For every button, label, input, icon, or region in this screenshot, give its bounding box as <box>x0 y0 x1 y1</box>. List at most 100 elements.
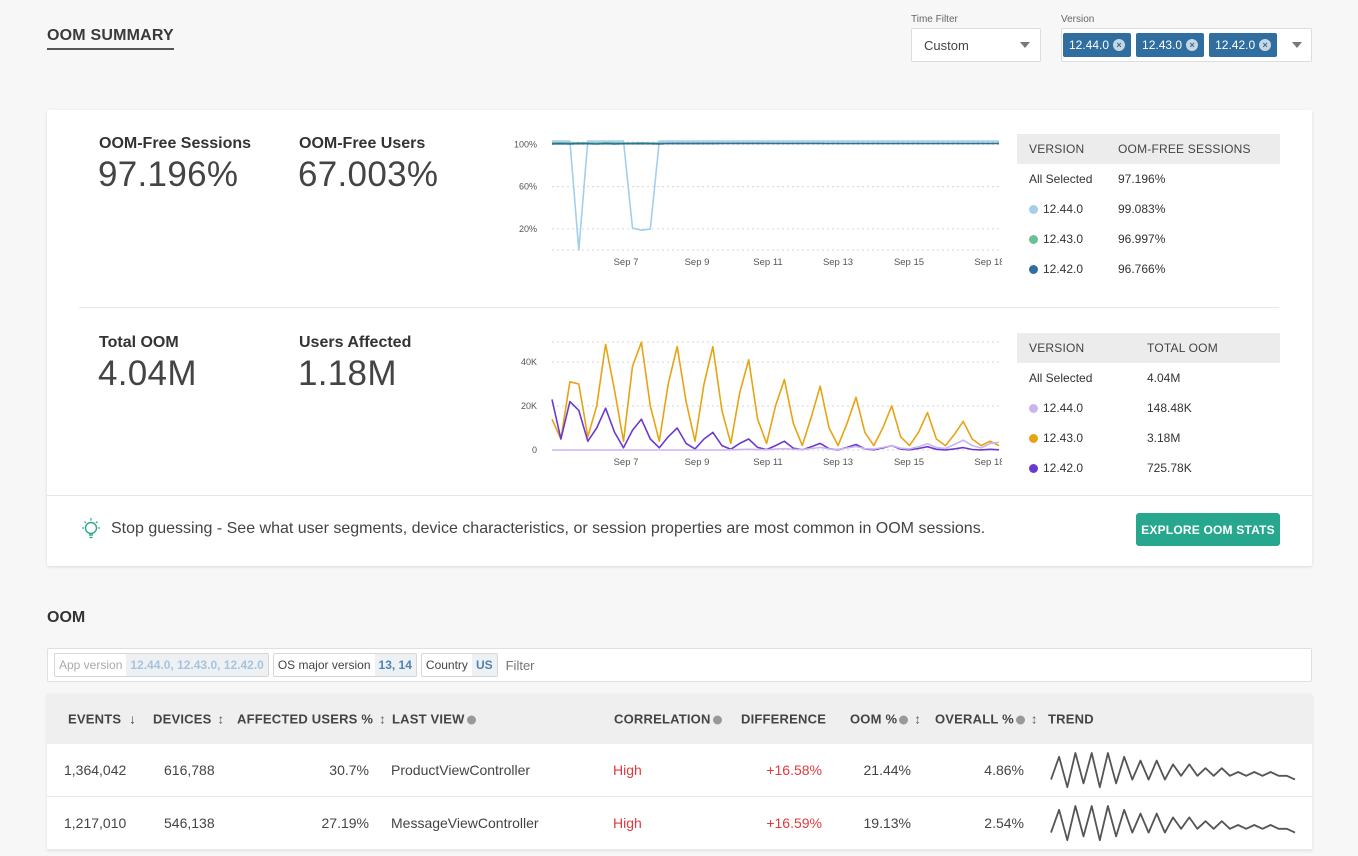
col-correlation-label: CORRELATION <box>614 711 711 727</box>
col-last-view-label: LAST VIEW <box>392 711 465 727</box>
oom-free-users-value: 67.003% <box>298 155 439 194</box>
series-line-12.44.0 <box>552 439 1000 451</box>
version-chip[interactable]: 12.42.0 × <box>1209 33 1278 57</box>
trend-line <box>1050 752 1296 789</box>
version-cell: 12.43.0 <box>1017 232 1118 246</box>
oom-section-title: OOM <box>47 609 86 626</box>
info-icon[interactable] <box>466 715 476 725</box>
filter-input[interactable] <box>505 657 706 673</box>
cell-last-view: ProductViewController <box>391 762 531 778</box>
col-difference[interactable]: DIFFERENCE <box>741 712 826 727</box>
col-last-view[interactable]: LAST VIEW <box>392 712 476 727</box>
filter-value: 13, 14 <box>374 654 416 676</box>
col-trend-label: TREND <box>1048 711 1094 727</box>
cell-devices: 616,788 <box>164 762 215 778</box>
remove-icon[interactable]: × <box>1113 39 1126 51</box>
version-value: 725.78K <box>1147 461 1192 475</box>
series-line-12.43.0 <box>551 341 1000 447</box>
version-row: 12.42.0 725.78K <box>1017 453 1280 483</box>
cell-difference: +16.58% <box>766 762 822 778</box>
cell-correlation: High <box>613 762 642 778</box>
info-icon[interactable] <box>899 715 909 725</box>
col-affected-users[interactable]: AFFECTED USERS % ↕ <box>237 712 386 727</box>
oom-free-sessions-label: OOM-Free Sessions <box>99 135 252 152</box>
series-dot-icon <box>1029 204 1038 214</box>
version-cell: 12.42.0 <box>1017 461 1147 475</box>
filter-token[interactable]: OS major version 13, 14 <box>272 653 417 677</box>
explore-oom-stats-button[interactable]: EXPLORE OOM STATS <box>1136 513 1280 546</box>
col-events[interactable]: EVENTS ↓ <box>68 712 136 727</box>
version-name: 12.43.0 <box>1043 431 1084 445</box>
series-dot-icon <box>1029 403 1038 413</box>
version-chips: 12.44.0 × 12.43.0 × 12.42.0 × <box>1063 33 1292 57</box>
col-events-label: EVENTS <box>68 711 122 727</box>
version-chip[interactable]: 12.43.0 × <box>1136 33 1205 57</box>
table-row[interactable]: 1,364,042 616,788 30.7% ProductViewControll… <box>47 744 1312 797</box>
col-oom-pct[interactable]: OOM % ↕ <box>850 712 921 727</box>
divider <box>47 495 1312 496</box>
info-icon[interactable] <box>712 715 722 725</box>
cell-oom-pct: 21.44% <box>863 762 911 778</box>
col-correlation[interactable]: CORRELATION <box>614 712 722 727</box>
version-select[interactable]: 12.44.0 × 12.43.0 × 12.42.0 × <box>1061 28 1312 62</box>
column-header: VERSION <box>1029 142 1085 156</box>
cell-difference: +16.59% <box>766 815 822 831</box>
col-devices[interactable]: DEVICES ↕ <box>153 712 224 727</box>
filter-token[interactable]: App version 12.44.0, 12.43.0, 12.42.0 <box>54 653 269 677</box>
version-value: 96.997% <box>1118 232 1166 246</box>
filter-key: OS major version <box>277 658 371 672</box>
version-row: 12.43.0 96.997% <box>1017 224 1280 254</box>
y-tick-label: 60% <box>519 182 537 192</box>
info-icon[interactable] <box>1015 715 1025 725</box>
chevron-down-icon[interactable] <box>1292 42 1302 48</box>
users-affected-label: Users Affected <box>299 334 412 351</box>
sessions-table-header: VERSION OOM-FREE SESSIONS <box>1017 134 1280 164</box>
x-tick-label: Sep 11 <box>753 457 782 468</box>
x-tick-label: Sep 15 <box>894 457 924 468</box>
cell-overall-pct: 4.86% <box>984 762 1024 778</box>
x-tick-label: Sep 13 <box>823 257 853 268</box>
version-chip-label: 12.42.0 <box>1215 38 1256 52</box>
oom-free-sessions-value: 97.196% <box>98 155 239 194</box>
column-header: VERSION <box>1029 341 1085 355</box>
remove-icon[interactable]: × <box>1186 39 1199 51</box>
version-row: 12.44.0 148.48K <box>1017 393 1280 423</box>
col-overall-pct[interactable]: OVERALL % ↕ <box>935 712 1038 727</box>
col-devices-label: DEVICES <box>153 711 212 727</box>
sort-icon: ↕ <box>1030 711 1038 727</box>
version-row: 12.42.0 96.766% <box>1017 254 1280 284</box>
time-filter-select[interactable]: Custom <box>911 28 1041 62</box>
sessions-version-table: VERSION OOM-FREE SESSIONS All Selected 97… <box>1017 134 1280 284</box>
version-cell: 12.44.0 <box>1017 401 1147 415</box>
summary-card: OOM-Free Sessions 97.196% OOM-Free Users… <box>47 110 1312 566</box>
x-tick-label: Sep 13 <box>823 457 853 468</box>
table-row[interactable]: 1,217,010 546,138 27.19% MessageViewControl… <box>47 797 1312 850</box>
filter-token[interactable]: Country US <box>420 653 498 677</box>
version-chip[interactable]: 12.44.0 × <box>1063 33 1132 57</box>
version-name: 12.44.0 <box>1043 202 1084 216</box>
version-cell: All Selected <box>1017 172 1118 186</box>
sort-desc-icon: ↓ <box>129 711 136 727</box>
version-cell: 12.43.0 <box>1017 431 1147 445</box>
oom-version-table: VERSION TOTAL OOM All Selected 4.04M 12.44… <box>1017 333 1280 483</box>
total-oom-chart: 40K 20K 0 Sep 7 Sep 9 Sep 11 Sep 13 Sep 15 Sep 1… <box>521 341 1002 468</box>
version-row: 12.43.0 3.18M <box>1017 423 1280 453</box>
remove-icon[interactable]: × <box>1259 39 1272 51</box>
trend-sparkline <box>1050 752 1296 789</box>
time-filter-value: Custom <box>924 37 969 53</box>
x-tick-label: Sep 9 <box>685 457 710 468</box>
version-name: All Selected <box>1029 172 1093 186</box>
cell-affected: 30.7% <box>329 762 369 778</box>
filter-value: 12.44.0, 12.43.0, 12.42.0 <box>126 654 268 676</box>
version-chip-label: 12.43.0 <box>1142 38 1183 52</box>
col-difference-label: DIFFERENCE <box>741 711 827 727</box>
version-cell: All Selected <box>1017 371 1147 385</box>
trend-sparkline <box>1050 805 1296 842</box>
series-line-12.42.0 <box>551 142 999 145</box>
time-filter-label: Time Filter <box>911 14 958 25</box>
version-value: 148.48K <box>1147 401 1192 415</box>
cell-correlation: High <box>613 815 642 831</box>
version-row: All Selected 97.196% <box>1017 164 1280 194</box>
y-tick-label: 20K <box>521 401 537 411</box>
x-tick-label: Sep 15 <box>894 257 924 268</box>
